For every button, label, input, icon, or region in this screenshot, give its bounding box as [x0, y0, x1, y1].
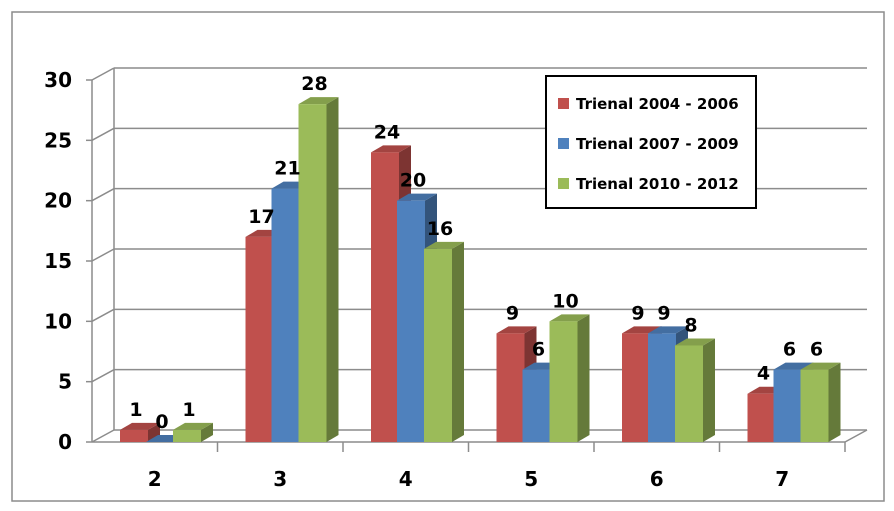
- bar-front: [549, 321, 578, 442]
- y-tick-label: 25: [44, 128, 72, 152]
- bar-front: [747, 393, 776, 442]
- legend-swatch: [558, 98, 569, 109]
- data-label: 28: [301, 73, 327, 95]
- bar-side: [148, 422, 160, 442]
- bar-top: [496, 326, 537, 334]
- y-tick-label: 0: [58, 430, 72, 454]
- bar-front: [800, 369, 829, 442]
- bar-top: [298, 97, 339, 105]
- gridline-depth: [91, 429, 115, 443]
- bar-front: [245, 236, 274, 442]
- bar-side: [452, 241, 464, 442]
- x-tick-label: 7: [775, 467, 789, 491]
- legend-entry: Trienal 2007 - 2009: [576, 135, 739, 153]
- floor-edge: [844, 429, 868, 443]
- gridline-depth: [91, 127, 115, 141]
- bar-side: [703, 338, 715, 442]
- bar-front: [496, 333, 525, 442]
- data-label: 1: [182, 399, 195, 421]
- bar-top: [424, 241, 464, 249]
- gridline-depth: [91, 188, 115, 202]
- legend-entry: Trienal 2004 - 2006: [576, 95, 739, 113]
- data-label: 0: [155, 411, 168, 433]
- bar-front: [371, 152, 399, 442]
- gridline-depth: [91, 369, 115, 383]
- data-label: 16: [427, 218, 453, 240]
- data-label: 8: [684, 314, 697, 336]
- bar: [173, 422, 213, 442]
- bar-top: [173, 422, 213, 430]
- bar-front: [120, 429, 148, 442]
- data-label: 4: [757, 363, 770, 385]
- bar: [120, 422, 160, 442]
- data-label: 21: [274, 158, 300, 180]
- bar-front: [773, 369, 802, 442]
- gridline-depth: [91, 308, 115, 322]
- bar-top: [648, 326, 688, 334]
- x-tick-label: 3: [273, 467, 287, 491]
- bar-side: [326, 97, 339, 442]
- gridline-depth: [91, 248, 115, 262]
- data-label: 24: [374, 121, 400, 143]
- data-label: 9: [631, 302, 644, 324]
- bar-front: [522, 369, 551, 442]
- x-tick-label: 5: [524, 467, 538, 491]
- data-label: 9: [506, 302, 519, 324]
- bar-top: [549, 314, 590, 322]
- bar-front: [648, 333, 676, 442]
- y-tick-label: 30: [44, 68, 72, 92]
- bar-front: [675, 345, 703, 442]
- data-label: 1: [129, 399, 142, 421]
- bar: [675, 338, 715, 442]
- x-tick-label: 4: [399, 467, 413, 491]
- bar-top: [675, 338, 715, 346]
- bar-top: [120, 422, 160, 430]
- data-label: 10: [552, 290, 578, 312]
- bar-front: [622, 333, 650, 442]
- gridline-depth: [91, 67, 115, 81]
- bar-top: [800, 362, 841, 370]
- bars: [120, 97, 841, 442]
- bar-side: [828, 362, 841, 442]
- bar-front: [397, 200, 425, 442]
- bar-front: [298, 104, 327, 442]
- bar-front: [424, 248, 452, 442]
- legend-entry: Trienal 2010 - 2012: [576, 175, 739, 193]
- bar: [298, 97, 339, 442]
- gridlines: [91, 67, 868, 443]
- legend-swatch: [558, 178, 569, 189]
- y-tick-label: 20: [44, 189, 72, 213]
- bar: [800, 362, 841, 442]
- x-tick-label: 6: [650, 467, 664, 491]
- y-tick-label: 10: [44, 309, 72, 333]
- bar-side: [201, 422, 213, 442]
- bar-side: [577, 314, 590, 442]
- legend: Trienal 2004 - 2006 Trienal 2007 - 2009 Tr…: [545, 75, 757, 209]
- bar: [549, 314, 590, 442]
- bar-top: [397, 193, 437, 201]
- bar-front: [271, 188, 300, 442]
- bar: [424, 241, 464, 442]
- y-tick-label: 15: [44, 249, 72, 273]
- data-label: 6: [783, 339, 796, 361]
- legend-box: [545, 75, 757, 209]
- x-tick-label: 2: [148, 467, 162, 491]
- data-label: 6: [532, 339, 545, 361]
- y-tick-label: 5: [58, 370, 72, 394]
- legend-swatch: [558, 138, 569, 149]
- data-label: 20: [400, 170, 426, 192]
- data-label: 17: [248, 206, 274, 228]
- bar-front: [173, 429, 201, 442]
- bar-top: [371, 145, 411, 153]
- data-label: 6: [810, 339, 823, 361]
- data-label: 9: [657, 302, 670, 324]
